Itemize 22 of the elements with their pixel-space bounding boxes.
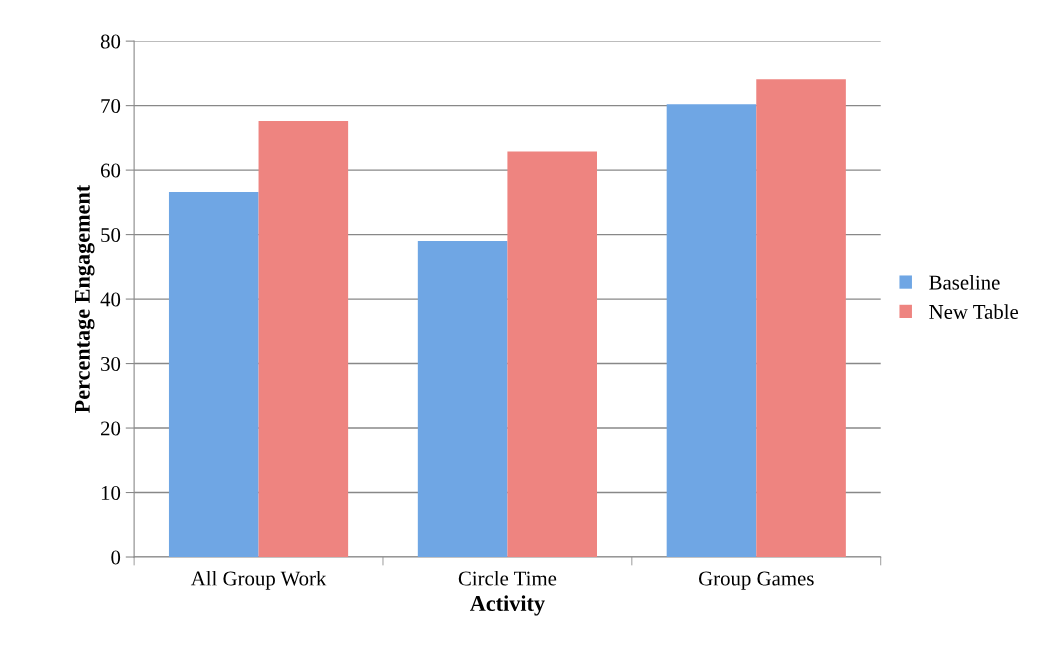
y-tick-label: 60 <box>100 163 121 178</box>
bar <box>507 151 597 558</box>
y-tick-label: 10 <box>101 485 121 500</box>
bar <box>417 241 508 558</box>
bar <box>666 104 757 558</box>
x-axis-title: Activity <box>469 595 545 616</box>
bar <box>756 79 846 558</box>
y-tick-label: 50 <box>101 227 121 243</box>
y-tick-label: 40 <box>100 292 121 307</box>
y-tick-label: 30 <box>101 356 121 371</box>
bar <box>168 192 259 558</box>
y-tick-label: 0 <box>111 550 121 565</box>
legend-label: New Table <box>929 304 1019 319</box>
y-tick-label: 70 <box>101 99 121 114</box>
y-tick-label: 80 <box>100 34 121 49</box>
x-tick-label: All Group Work <box>190 570 327 590</box>
y-axis-title: Percentage Engagement <box>75 184 95 413</box>
y-tick-label: 20 <box>101 421 121 436</box>
x-tick-label: Circle Time <box>458 570 557 586</box>
bar <box>258 121 349 558</box>
legend-label: Baseline <box>929 274 1000 290</box>
x-tick-label: Group Games <box>698 571 814 590</box>
